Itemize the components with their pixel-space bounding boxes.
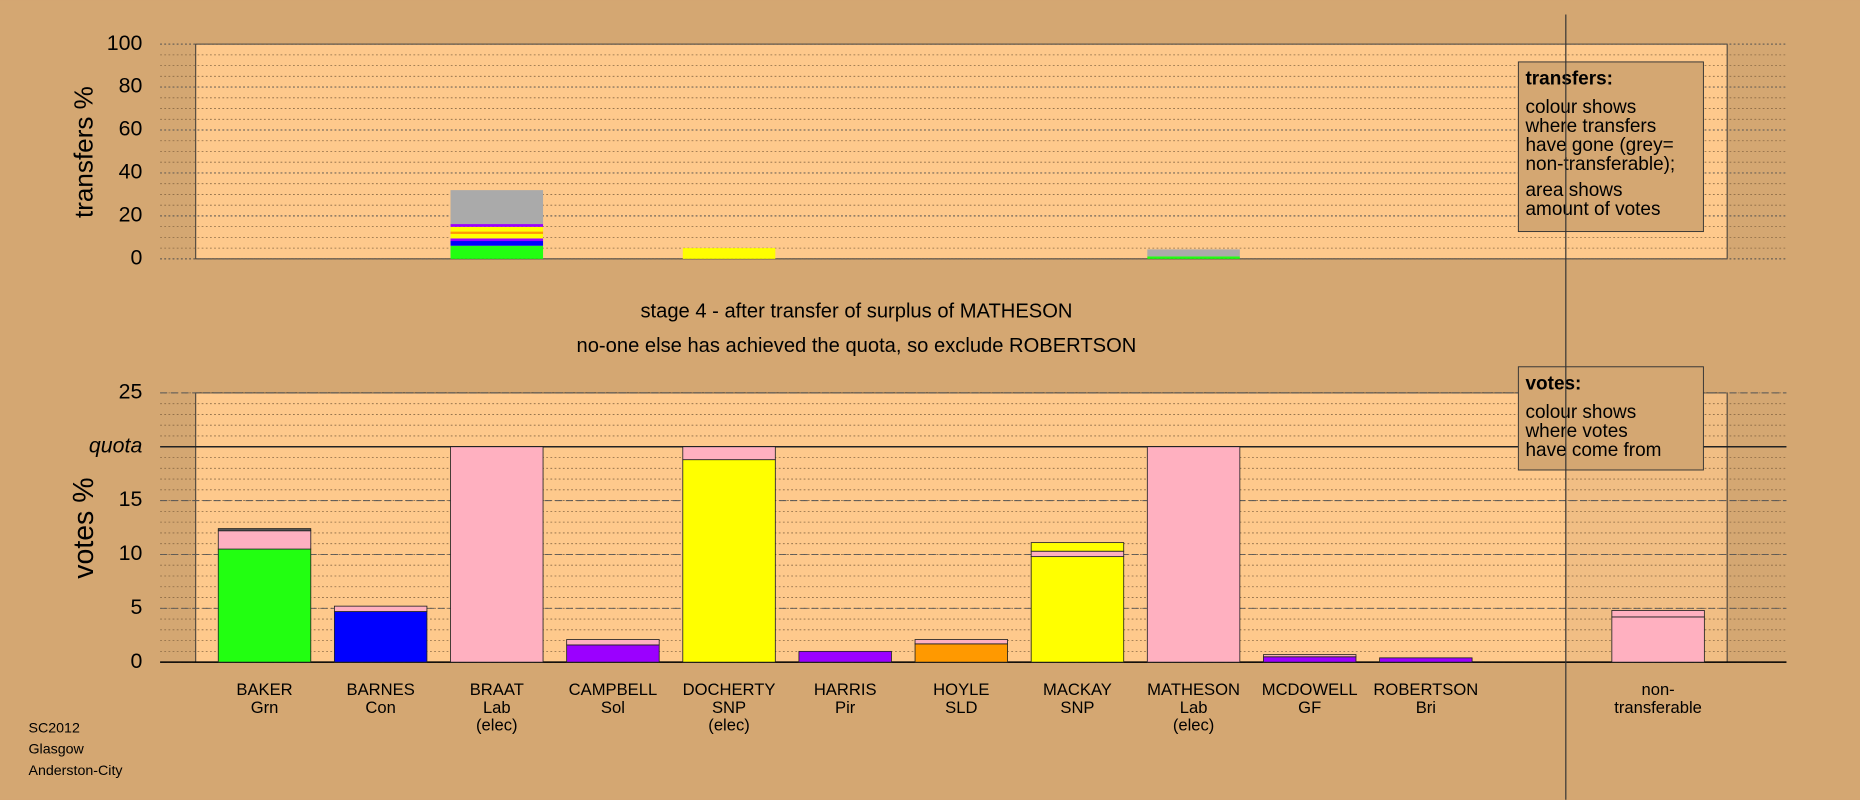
bar-segment	[1030, 550, 1125, 558]
legend-line: colour shows	[1525, 97, 1636, 118]
bar-segment	[1379, 657, 1473, 663]
x-tick-label: SNP	[712, 698, 746, 717]
x-tick-label: BAKER	[236, 680, 292, 699]
bar-segment	[450, 226, 544, 232]
bar-segment	[333, 611, 428, 663]
y-tick-label: 80	[119, 74, 143, 98]
bar-segment	[1146, 446, 1241, 663]
bar-segment	[450, 190, 544, 225]
y-tick-label: 25	[119, 380, 143, 404]
y-tick-label: 60	[119, 117, 143, 141]
x-tick-label: CAMPBELL	[569, 680, 658, 699]
bar-segment	[217, 548, 312, 663]
bar-segment	[217, 530, 312, 550]
x-tick-label: BRAAT	[470, 680, 524, 699]
x-tick-label: (elec)	[476, 716, 517, 735]
x-tick-label: HARRIS	[814, 680, 877, 699]
bar-segment	[682, 459, 776, 663]
bar-segment	[450, 224, 544, 227]
x-tick-label: HOYLE	[933, 680, 989, 699]
x-tick-label: MATHESON	[1147, 680, 1240, 699]
x-tick-label: Grn	[251, 698, 279, 717]
stage-note: stage 4 - after transfer of surplus of M…	[640, 301, 1072, 323]
x-tick-label: Sol	[601, 698, 625, 717]
bar-segment	[450, 245, 544, 259]
x-tick-label: Bri	[1416, 698, 1436, 717]
bar-segment	[566, 639, 660, 646]
bar-segment	[566, 644, 660, 663]
y-axis-label: votes %	[68, 478, 100, 579]
legend-line: area shows	[1525, 180, 1622, 201]
bar-segment	[798, 650, 892, 663]
legend-box	[1517, 61, 1704, 233]
legend-line: amount of votes	[1525, 199, 1660, 220]
bar-segment	[1263, 656, 1357, 663]
x-tick-label: non-	[1641, 680, 1674, 699]
legend-line: non-transferable);	[1525, 154, 1675, 175]
y-tick-label: 0	[130, 649, 142, 673]
y-tick-label: quota	[89, 433, 143, 457]
x-tick-label: DOCHERTY	[683, 680, 776, 699]
legend-line: have gone (grey=	[1525, 135, 1673, 156]
footer: Anderston-City	[28, 763, 123, 779]
y-tick-label: 40	[119, 160, 143, 184]
footer: Glasgow	[28, 742, 84, 758]
bar-segment	[333, 605, 428, 612]
x-tick-label: ROBERTSON	[1373, 680, 1478, 699]
legend-box	[1517, 366, 1704, 471]
bar-segment	[682, 446, 776, 461]
x-tick-label: Con	[365, 698, 395, 717]
bar-segment	[450, 446, 544, 663]
x-tick-label: (elec)	[708, 716, 749, 735]
bar-segment	[1263, 654, 1357, 658]
y-tick-label: 20	[119, 203, 143, 227]
x-tick-label: (elec)	[1173, 716, 1215, 735]
x-tick-label: SNP	[1060, 698, 1094, 717]
footer: SC2012	[28, 720, 79, 736]
bar-segment	[682, 248, 776, 259]
y-tick-label: 10	[119, 541, 143, 565]
legend-title: transfers:	[1525, 69, 1612, 90]
bar-segment	[450, 238, 544, 242]
bar-segment	[450, 241, 544, 246]
y-tick-label: 15	[119, 487, 143, 511]
bar-segment	[1147, 256, 1240, 259]
x-tick-label: MCDOWELL	[1262, 680, 1358, 699]
legend-line: where transfers	[1524, 116, 1656, 137]
x-tick-label: BARNES	[347, 680, 415, 699]
bar-segment	[450, 231, 544, 234]
x-tick-label: SLD	[945, 698, 977, 717]
bar-segment	[217, 528, 312, 532]
x-tick-label: GF	[1298, 698, 1321, 717]
bar-segment	[1030, 542, 1125, 552]
y-tick-label: 0	[130, 245, 142, 269]
bar-segment	[1611, 610, 1705, 618]
y-tick-label: 5	[130, 595, 142, 619]
legend-title: votes:	[1525, 374, 1581, 395]
bar-segment	[1030, 556, 1125, 663]
x-tick-label: MACKAY	[1043, 680, 1112, 699]
bar-segment	[1147, 249, 1240, 257]
x-tick-label: Pir	[835, 698, 856, 717]
y-tick-label: 100	[107, 31, 143, 55]
y-axis-label: transfers %	[68, 86, 98, 218]
legend-line: colour shows	[1525, 402, 1636, 423]
x-tick-label: Lab	[1180, 698, 1208, 717]
bar-segment	[450, 233, 544, 239]
bar-segment	[914, 639, 1008, 645]
x-tick-label: Lab	[483, 698, 511, 717]
legend-line: have come from	[1525, 440, 1661, 461]
bar-segment	[914, 643, 1008, 663]
legend-line: where votes	[1524, 421, 1627, 442]
x-tick-label: transferable	[1614, 698, 1702, 717]
bar-segment	[1611, 616, 1705, 663]
stage-note: no-one else has achieved the quota, so e…	[577, 335, 1137, 357]
